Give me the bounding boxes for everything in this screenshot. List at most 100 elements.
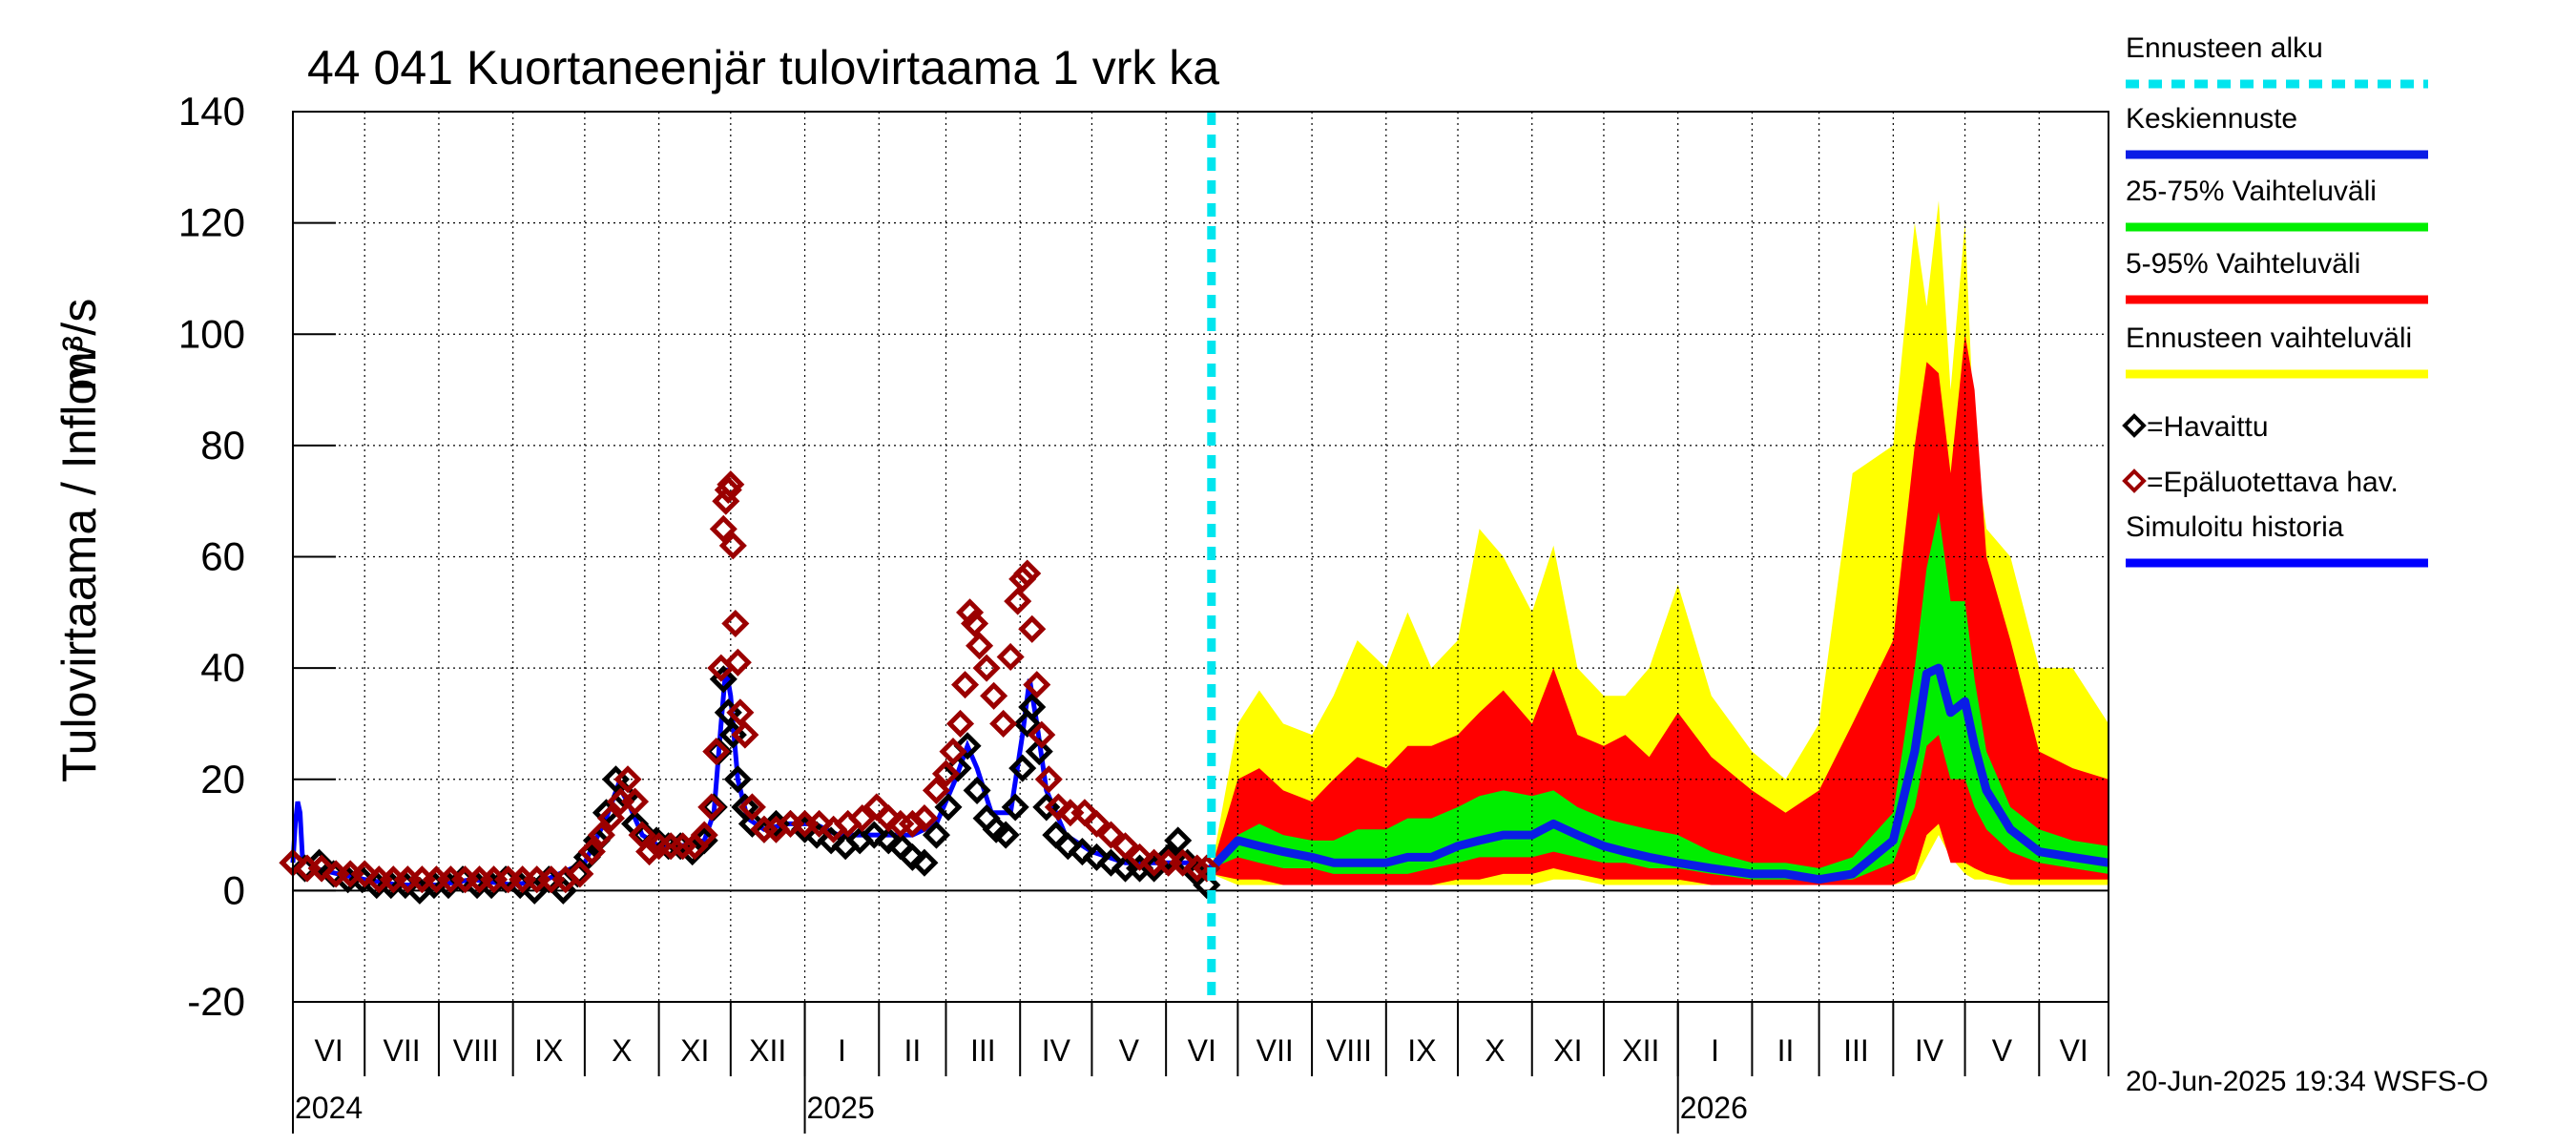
unreliable-point <box>596 804 625 833</box>
y-tick-label: 140 <box>178 89 245 134</box>
unreliable-point <box>848 804 877 833</box>
legend-label: =Havaittu <box>2147 411 2269 443</box>
year-label: 2025 <box>807 1091 875 1125</box>
observed-point <box>1008 754 1037 782</box>
observed-point <box>1096 848 1126 877</box>
unreliable-point <box>898 809 926 838</box>
observed-point <box>1018 693 1047 721</box>
unreliable-point <box>922 776 950 804</box>
unreliable-point <box>945 709 975 738</box>
observed-point <box>1164 826 1193 855</box>
unreliable-point <box>1183 854 1212 883</box>
legend-label: =Epäluotettava hav. <box>2147 467 2399 498</box>
legend-label: Ennusteen vaihteluväli <box>2126 323 2412 354</box>
unreliable-point <box>1193 854 1221 883</box>
month-label: V <box>1119 1033 1140 1068</box>
month-label: VI <box>2060 1033 2088 1068</box>
month-label: VI <box>314 1033 343 1068</box>
observed-point <box>1025 738 1053 766</box>
y-tick-label: -20 <box>187 979 245 1024</box>
observed-point <box>1082 843 1111 871</box>
unreliable-point <box>577 838 606 866</box>
unreliable-point <box>613 765 642 794</box>
observed-point <box>944 754 972 782</box>
unreliable-point <box>350 860 379 888</box>
legend-label: 5-95% Vaihteluväli <box>2126 248 2360 280</box>
unreliable-point <box>910 804 939 833</box>
y-tick-label: 120 <box>178 200 245 245</box>
unreliable-point <box>931 760 961 788</box>
unreliable-point <box>980 681 1008 710</box>
month-label: X <box>1485 1033 1505 1068</box>
y-tick-label: 40 <box>200 645 245 690</box>
unreliable-point <box>566 860 594 888</box>
legend-label: Simuloitu historia <box>2126 511 2344 543</box>
unreliable-point <box>718 531 747 560</box>
observed-point <box>1193 871 1221 900</box>
month-label: III <box>1843 1033 1869 1068</box>
observed-point <box>953 732 982 760</box>
month-label: VI <box>1188 1033 1216 1068</box>
legend-label: 25-75% Vaihteluväli <box>2126 176 2377 207</box>
unreliable-point <box>723 648 752 677</box>
month-label: I <box>1711 1033 1719 1068</box>
legend-label: Ennusteen alku <box>2126 32 2323 64</box>
observed-point <box>1154 843 1183 871</box>
forecast-5-95-band <box>1211 334 2109 885</box>
unreliable-point <box>1028 720 1056 749</box>
legend-marker <box>2122 468 2147 493</box>
month-label: VII <box>1257 1033 1294 1068</box>
legend: Ennusteen alku Keskiennuste 25-75% Vaihtel… <box>2122 32 2428 568</box>
month-label: VIII <box>453 1033 499 1068</box>
month-label: IX <box>534 1033 563 1068</box>
unreliable-point <box>721 609 750 638</box>
observed-point <box>934 793 963 822</box>
month-label: IX <box>1407 1033 1436 1068</box>
observed-point <box>723 765 752 794</box>
unreliable-point <box>951 671 980 699</box>
unreliable-point <box>690 821 718 849</box>
month-label: XI <box>1553 1033 1582 1068</box>
unreliable-point <box>702 738 731 766</box>
y-tick-label: 20 <box>200 757 245 802</box>
month-label: XII <box>749 1033 786 1068</box>
unreliable-point <box>961 609 989 638</box>
observed-point <box>1013 709 1042 738</box>
plot-area <box>279 111 2109 1003</box>
median-forecast-line <box>1208 663 2109 885</box>
month-label: XI <box>680 1033 709 1068</box>
unreliable-point <box>731 720 759 749</box>
observed-point <box>910 848 939 877</box>
unreliable-point <box>709 514 737 543</box>
observed-point <box>1001 793 1029 822</box>
unreliable-point <box>966 632 994 660</box>
unreliable-point <box>307 854 336 883</box>
year-label: 2024 <box>295 1091 363 1125</box>
y-axis-label: Tulovirtaama / Inflow <box>52 344 106 782</box>
month-label: II <box>904 1033 921 1068</box>
unreliable-point <box>621 787 650 816</box>
month-label: IV <box>1915 1033 1944 1068</box>
observed-point <box>737 809 766 838</box>
unreliable-point <box>874 804 903 833</box>
y-tick-label: 60 <box>200 534 245 579</box>
unreliable-point <box>989 709 1018 738</box>
month-label: III <box>970 1033 996 1068</box>
unreliable-point <box>1013 559 1042 588</box>
month-label: V <box>1992 1033 2013 1068</box>
unreliable-point <box>1082 809 1111 838</box>
unreliable-point <box>697 793 726 822</box>
unreliable-point <box>737 793 766 822</box>
unreliable-point <box>1169 848 1197 877</box>
unreliable-point <box>1044 793 1072 822</box>
unreliable-point <box>1023 671 1051 699</box>
observed-point <box>898 843 926 871</box>
unreliable-point <box>956 598 985 627</box>
unreliable-point <box>587 821 615 849</box>
unreliable-point <box>717 470 745 499</box>
y-tick-label: 80 <box>200 423 245 468</box>
month-label: IV <box>1042 1033 1071 1068</box>
legend-label: Keskiennuste <box>2126 103 2297 135</box>
month-label: VII <box>384 1033 421 1068</box>
